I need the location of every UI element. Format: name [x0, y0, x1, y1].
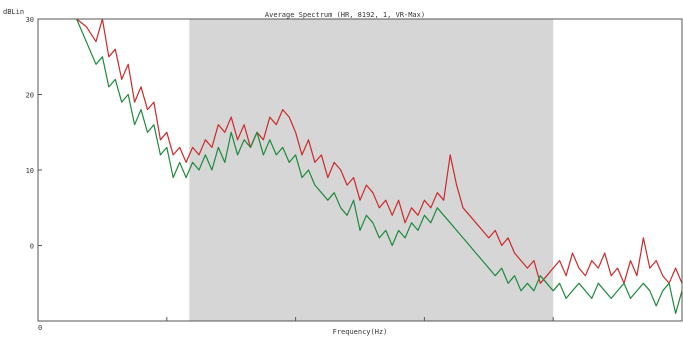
y-tick-label: 30	[26, 16, 34, 24]
series-line	[76, 18, 683, 314]
highlight-band	[189, 19, 554, 321]
y-axis-label: dBLin	[3, 8, 24, 16]
x-axis-label: Frequency(Hz)	[333, 328, 388, 336]
y-tick-label: 0	[30, 243, 34, 251]
plot-frame	[37, 18, 683, 322]
series-layer	[76, 18, 683, 314]
axis-ticks: 30 20 10 0 0	[26, 16, 554, 332]
series-line	[76, 18, 683, 284]
chart-title: Average Spectrum (HR, 8192, 1, VR-Max)	[265, 11, 425, 19]
x-tick-label: 0	[38, 324, 42, 332]
y-tick-label: 10	[26, 167, 34, 175]
y-tick-label: 20	[26, 92, 34, 100]
